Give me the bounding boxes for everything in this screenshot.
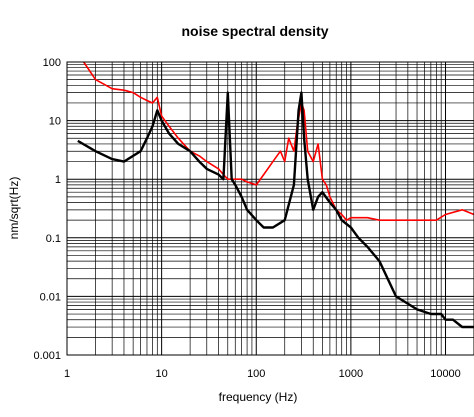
plot-frame [66,61,474,356]
x-tick-label: 100 [247,368,265,380]
series-line-1 [83,61,474,221]
x-tick-label: 1000 [339,368,363,380]
y-tick-label: 10 [49,116,61,128]
y-tick-label: 100 [43,57,61,69]
y-tick-label: 1 [55,174,61,186]
y-tick-label: 0.01 [40,291,61,303]
series-group [77,61,474,329]
y-tick-label: 0.1 [46,233,61,245]
y-tick-labels: 0.001 0.01 0.1 1 10 100 [33,57,61,362]
y-tick-label: 0.001 [33,350,61,362]
grid [66,62,474,356]
x-tick-label: 10000 [430,368,461,380]
x-tick-label: 10 [156,368,168,380]
series-line-2 [77,91,474,329]
x-axis-label: frequency (Hz) [219,390,298,404]
y-axis-label: nm/sqrt(Hz) [7,177,21,240]
x-tick-label: 1 [64,368,70,380]
x-tick-labels: 1 10 100 1000 10000 [64,368,461,380]
chart-title: noise spectral density [181,23,328,39]
